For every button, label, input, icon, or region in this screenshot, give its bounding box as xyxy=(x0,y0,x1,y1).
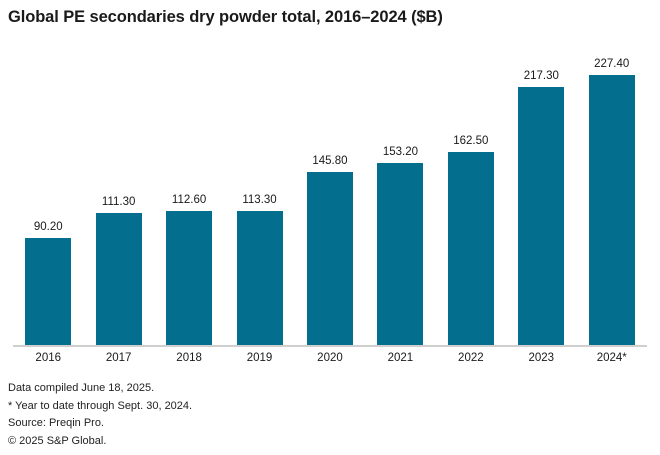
bar-column: 227.40 xyxy=(577,55,647,345)
bar-column: 112.60 xyxy=(154,55,224,345)
bar-value-label: 111.30 xyxy=(101,195,136,208)
bar-column: 145.80 xyxy=(295,55,365,345)
x-tick-label: 2016 xyxy=(35,352,62,364)
bar-value-label: 113.30 xyxy=(242,193,277,206)
x-axis-labels: 2016 2017 2018 2019 2020 2021 2022 2023 2024* xyxy=(13,352,647,364)
x-tick-label: 2018 xyxy=(176,352,202,364)
bar-value-label: 162.50 xyxy=(453,135,489,147)
x-tick-label: 2023 xyxy=(528,352,555,364)
bar-value-label: 145.80 xyxy=(312,154,348,167)
x-tick-label: 2020 xyxy=(317,352,343,364)
bar-value-label: 112.60 xyxy=(171,194,207,207)
bar-2017 xyxy=(95,212,142,345)
bar-column: 111.30 xyxy=(83,55,153,345)
x-tick-label: 2017 xyxy=(105,352,132,364)
bar-column: 153.20 xyxy=(365,55,435,345)
bar-value-label: 227.40 xyxy=(594,58,630,70)
bar-column: 217.30 xyxy=(506,55,576,345)
footnote-copyright: © 2025 S&P Global. xyxy=(8,434,107,447)
bar-2023 xyxy=(518,87,565,345)
plot-area: 90.20 111.30 112.60 113.30 145.80 153.20 162.5… xyxy=(13,55,647,347)
bar-column: 113.30 xyxy=(224,55,294,345)
bar-column: 90.20 xyxy=(13,55,83,345)
bar-value-label: 217.30 xyxy=(523,70,559,82)
bar-2024 xyxy=(588,75,635,345)
footnote-source: Source: Preqin Pro. xyxy=(8,417,104,429)
footnote-compiled-date: Data compiled June 18, 2025. xyxy=(8,382,155,394)
bar-2021 xyxy=(377,163,424,345)
footnote-ytd-note: * Year to date through Sept. 30, 2024. xyxy=(8,399,193,412)
bar-value-label: 90.20 xyxy=(33,220,63,233)
bars-row: 90.20 111.30 112.60 113.30 145.80 153.20 162.5… xyxy=(13,55,647,345)
footnotes: Data compiled June 18, 2025. * Year to d… xyxy=(8,380,192,450)
bar-2022 xyxy=(447,152,494,345)
chart-title: Global PE secondaries dry powder total, … xyxy=(8,8,443,26)
x-tick-label: 2021 xyxy=(387,352,414,364)
bar-value-label: 153.20 xyxy=(382,146,418,159)
bar-2016 xyxy=(25,237,72,345)
x-tick-label: 2024* xyxy=(596,352,627,364)
bar-2019 xyxy=(236,210,283,345)
x-tick-label: 2019 xyxy=(246,352,273,364)
x-tick-label: 2022 xyxy=(458,352,484,364)
bar-2018 xyxy=(166,211,213,345)
bar-column: 162.50 xyxy=(436,55,506,345)
bar-2020 xyxy=(306,171,353,345)
